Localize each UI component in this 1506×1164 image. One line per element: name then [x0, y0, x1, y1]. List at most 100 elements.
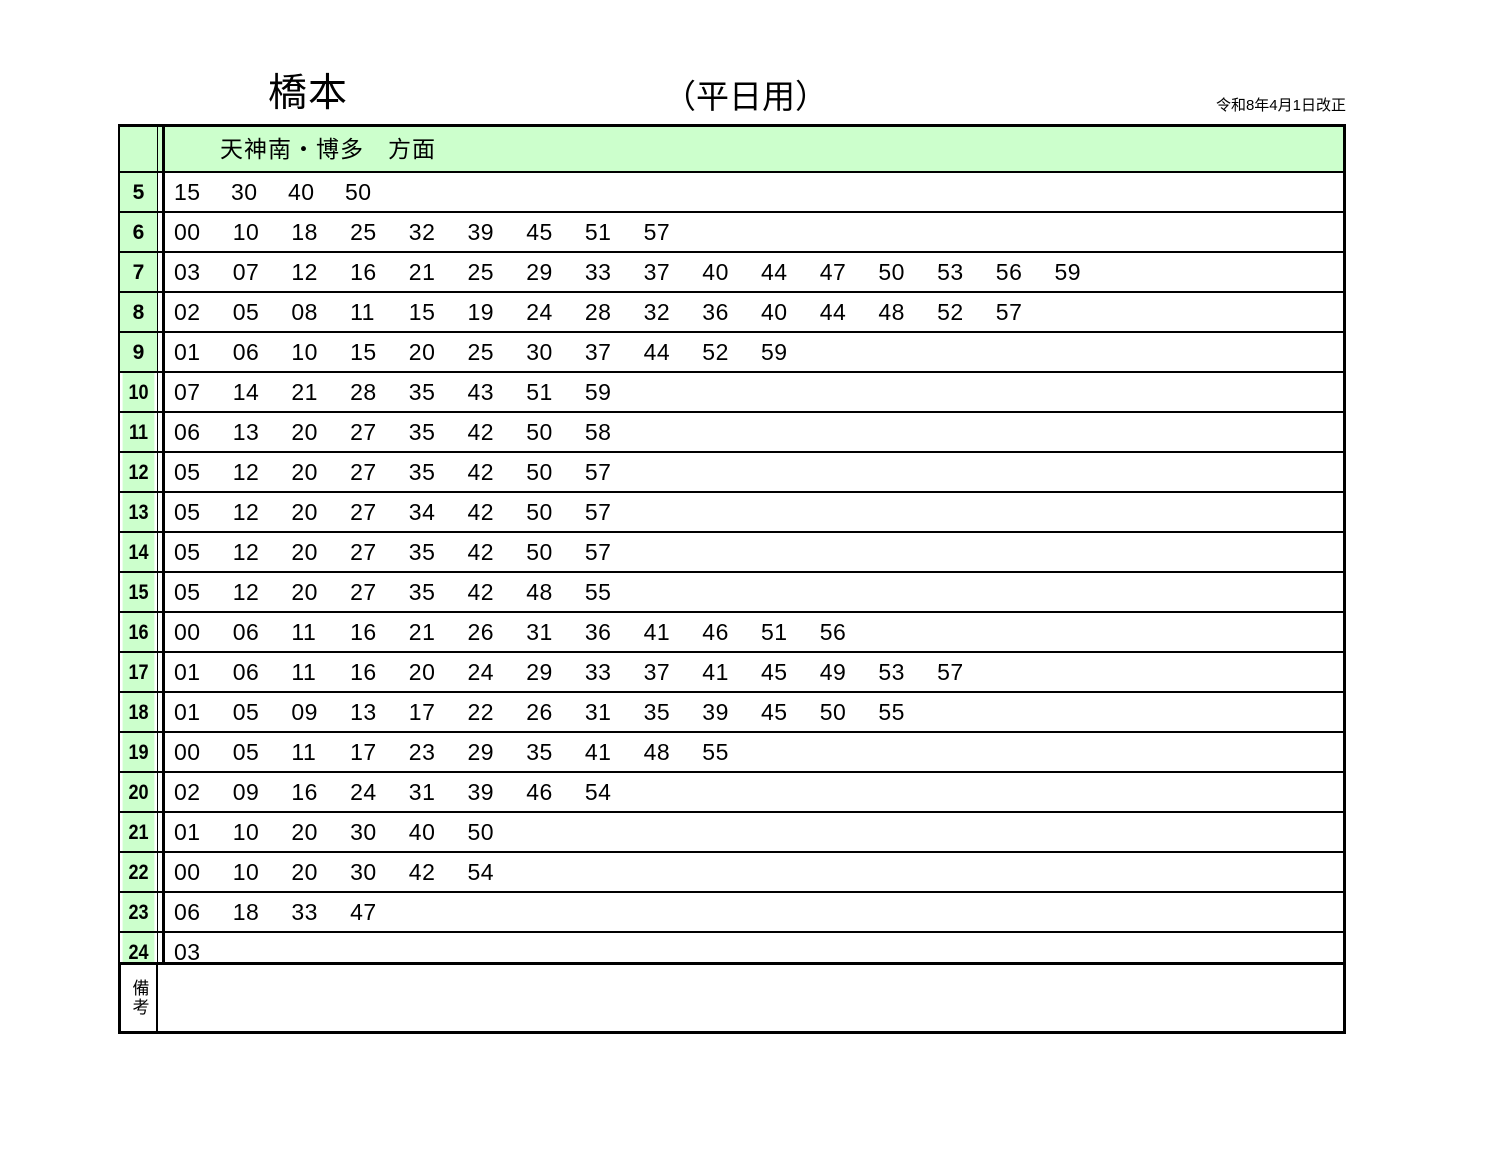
departure-minute: 37 — [643, 259, 671, 285]
minutes-cell: 01 10 20 30 40 50 — [165, 813, 1343, 851]
departure-minute: 57 — [995, 299, 1023, 325]
departure-minute: 32 — [408, 219, 436, 245]
direction-header-cell: 天神南・博多 方面 — [165, 127, 1343, 171]
column-divider — [157, 733, 165, 771]
minutes-cell: 03 07 12 16 21 25 29 33 37 40 44 47 50 53 56 59 — [165, 253, 1343, 291]
departure-minute: 40 — [702, 259, 729, 285]
departure-minute: 32 — [643, 299, 671, 325]
departure-minute: 40 — [761, 299, 788, 325]
departure-minute: 29 — [526, 259, 553, 285]
column-divider — [157, 333, 165, 371]
departure-minute: 41 — [584, 739, 612, 765]
timetable-row: 17 01 06 11 16 20 24 29 33 37 41 45 49 53 57 — [120, 651, 1343, 691]
departure-minute: 48 — [526, 579, 553, 605]
departure-minute: 20 — [291, 579, 318, 605]
departure-minute: 36 — [702, 299, 729, 325]
departure-minute: 22 — [467, 699, 495, 725]
departure-minute: 07 — [232, 259, 260, 285]
timetable-row: 23 06 18 33 47 — [120, 891, 1343, 931]
departure-minute: 20 — [291, 459, 318, 485]
departure-minute: 06 — [232, 339, 260, 365]
column-divider — [157, 653, 165, 691]
departure-minute: 06 — [232, 619, 260, 645]
departure-minute: 12 — [232, 579, 260, 605]
departure-minute: 12 — [232, 499, 260, 525]
departure-minute: 57 — [584, 459, 612, 485]
departure-minute: 02 — [174, 779, 201, 805]
departure-minute: 10 — [232, 819, 260, 845]
departure-minute: 42 — [467, 579, 495, 605]
departure-minute: 50 — [526, 419, 553, 445]
departure-minute: 15 — [408, 299, 436, 325]
departure-minute: 06 — [174, 899, 201, 925]
column-divider — [157, 453, 165, 491]
departure-minute: 34 — [408, 499, 436, 525]
timetable-row: 13 05 12 20 27 34 42 50 57 — [120, 491, 1343, 531]
column-divider — [157, 613, 165, 651]
departure-minute: 59 — [584, 379, 612, 405]
departure-minute: 01 — [174, 819, 201, 845]
departure-minute: 21 — [408, 259, 436, 285]
departure-minute: 50 — [526, 499, 553, 525]
departure-minute: 42 — [408, 859, 436, 885]
departure-minute: 40 — [288, 179, 315, 205]
departure-minute: 05 — [174, 579, 201, 605]
timetable-row: 11 06 13 20 27 35 42 50 58 — [120, 411, 1343, 451]
departure-minute: 23 — [408, 739, 436, 765]
departure-minute: 47 — [819, 259, 847, 285]
departure-minute: 48 — [878, 299, 905, 325]
departure-minute: 16 — [350, 619, 377, 645]
departure-minute: 50 — [467, 819, 495, 845]
departure-minute: 25 — [350, 219, 377, 245]
departure-minute: 19 — [467, 299, 495, 325]
minutes-cell: 02 09 16 24 31 39 46 54 — [165, 773, 1343, 811]
departure-minute: 05 — [174, 499, 201, 525]
column-divider — [157, 127, 165, 171]
departure-minute: 33 — [584, 659, 612, 685]
column-divider — [157, 213, 165, 251]
minutes-cell: 00 05 11 17 23 29 35 41 48 55 — [165, 733, 1343, 771]
departure-minute: 17 — [408, 699, 436, 725]
departure-minute: 56 — [995, 259, 1023, 285]
departure-minute: 30 — [350, 819, 377, 845]
hour-cell: 6 — [120, 213, 157, 251]
departure-minute: 26 — [467, 619, 495, 645]
minutes-cell: 05 12 20 27 35 42 48 55 — [165, 573, 1343, 611]
departure-minute: 16 — [350, 259, 377, 285]
departure-minute: 52 — [702, 339, 729, 365]
departure-minute: 35 — [408, 459, 436, 485]
departure-minute: 09 — [291, 699, 318, 725]
departure-minute: 28 — [350, 379, 377, 405]
departure-minute: 03 — [174, 939, 201, 965]
departure-minute: 29 — [526, 659, 553, 685]
departure-minute: 11 — [350, 299, 375, 325]
timetable-row: 6 00 10 18 25 32 39 45 51 57 — [120, 211, 1343, 251]
minutes-cell: 06 13 20 27 35 42 50 58 — [165, 413, 1343, 451]
departure-minute: 30 — [350, 859, 377, 885]
departure-minute: 50 — [345, 179, 372, 205]
departure-minute: 01 — [174, 339, 201, 365]
station-name: 橋本 — [268, 72, 349, 115]
hour-cell: 17 — [122, 653, 155, 691]
departure-minute: 48 — [643, 739, 671, 765]
column-divider — [157, 293, 165, 331]
direction-header-row: 天神南・博多 方面 — [120, 127, 1343, 171]
departure-minute: 29 — [467, 739, 495, 765]
departure-minute: 50 — [526, 539, 553, 565]
departure-minute: 10 — [291, 339, 318, 365]
departure-minute: 25 — [467, 259, 495, 285]
departure-minute: 12 — [232, 459, 260, 485]
departure-minute: 33 — [291, 899, 318, 925]
departure-minute: 51 — [761, 619, 788, 645]
column-divider — [157, 493, 165, 531]
departure-minute: 20 — [291, 419, 318, 445]
departure-minute: 59 — [1054, 259, 1082, 285]
column-divider — [157, 373, 165, 411]
hour-cell: 16 — [122, 613, 155, 651]
departure-minute: 30 — [526, 339, 553, 365]
departure-minute: 27 — [350, 539, 377, 565]
departure-minute: 02 — [174, 299, 201, 325]
departure-minute: 21 — [408, 619, 436, 645]
departure-minute: 16 — [291, 779, 318, 805]
page-header: 橋本 （平日用） 令和8年4月1日改正 — [118, 72, 1346, 120]
